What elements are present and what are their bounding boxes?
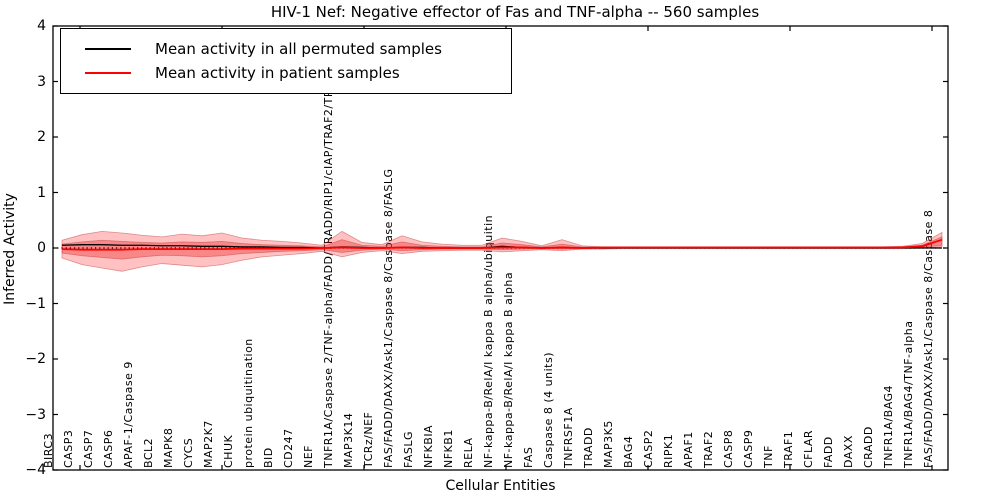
y-tick-label: −4 xyxy=(25,462,46,478)
y-tick-label: −2 xyxy=(25,351,46,367)
chart-title: HIV-1 Nef: Negative effector of Fas and … xyxy=(270,3,760,21)
legend-item-permuted: Mean activity in all permuted samples xyxy=(85,40,511,58)
patient-mean-line xyxy=(61,238,943,251)
x-tick-label: TNF xyxy=(762,445,775,468)
x-tick-label: RELA xyxy=(462,437,475,469)
x-tick-label: MAP3K5 xyxy=(602,420,615,468)
legend: Mean activity in all permuted samples Me… xyxy=(60,28,512,94)
x-tick-label: Caspase 8 (4 units) xyxy=(542,352,555,468)
x-tick-label: FAS/FADD/DAXX/Ask1/Caspase 8/Caspase 8 xyxy=(922,209,935,468)
x-tick-label: APAF1 xyxy=(682,431,695,468)
y-tick-label: −1 xyxy=(25,295,46,312)
x-tick-label: MAPK8 xyxy=(162,427,175,468)
x-tick-label: BCL2 xyxy=(142,437,155,468)
band-0 xyxy=(61,230,943,272)
x-tick-label: CASP6 xyxy=(102,429,115,468)
x-tick-label: TNFRSF1A xyxy=(562,407,575,468)
x-tick-label: CASP9 xyxy=(742,429,755,468)
x-tick-label: NFKB1 xyxy=(442,429,455,468)
x-tick-label: CFLAR xyxy=(802,429,815,468)
y-tick-label: 3 xyxy=(37,73,46,90)
x-tick-label: CHUK xyxy=(222,434,235,468)
band-1 xyxy=(61,236,943,260)
x-tick-label: BAG4 xyxy=(622,435,635,468)
x-tick-label: TNFR1A/Caspase 2/TNF-alpha/FADD/TRADD/RI… xyxy=(322,67,335,468)
permuted-mean-line xyxy=(61,244,942,249)
x-tick-label: protein ubiquitination xyxy=(242,338,255,468)
x-tick-label: NF-kappa-B/RelA/I kappa B alpha xyxy=(502,271,515,468)
x-tick-label: TNFR1A/BAG4 xyxy=(882,384,895,468)
x-tick-label: TRAF2 xyxy=(702,430,715,468)
legend-line-permuted-icon xyxy=(85,48,131,50)
x-tick-label: NEF xyxy=(302,444,315,468)
x-tick-label: FASLG xyxy=(402,431,415,468)
x-tick-label: CYCS xyxy=(182,437,195,468)
y-tick-label: 4 xyxy=(37,18,46,34)
x-tick-label: CASP8 xyxy=(722,429,735,468)
x-tick-label: TCRz/NEF xyxy=(362,411,375,468)
legend-line-patient-icon xyxy=(85,72,131,74)
x-axis-label: Cellular Entities xyxy=(445,478,556,494)
x-tick-label: NF-kappa-B/RelA/I kappa B alpha/ubiquiti… xyxy=(482,214,495,468)
x-tick-label: TNFR1A/BAG4/TNF-alpha xyxy=(902,320,915,469)
legend-label-permuted: Mean activity in all permuted samples xyxy=(155,40,442,58)
x-tick-label: MAP3K14 xyxy=(342,412,355,468)
x-tick-label: APAF-1/Caspase 9 xyxy=(122,361,135,468)
x-tick-label: BID xyxy=(262,447,275,468)
x-tick-label: NFKBIA xyxy=(422,424,435,468)
x-tick-label: FAS xyxy=(522,446,535,468)
x-tick-label: CD247 xyxy=(282,428,295,468)
x-tick-label: CRADD xyxy=(862,426,875,468)
x-tick-label: MAP2K7 xyxy=(202,420,215,468)
x-tick-label: CASP3 xyxy=(62,429,75,468)
x-tick-label: CASP2 xyxy=(642,429,655,468)
y-tick-label: 2 xyxy=(37,129,46,145)
x-tick-label: DAXX xyxy=(842,435,855,468)
x-tick-label: RIPK1 xyxy=(662,433,675,468)
x-tick-label: TRADD xyxy=(582,427,595,468)
legend-item-patient: Mean activity in patient samples xyxy=(85,64,511,82)
y-tick-label: −3 xyxy=(25,406,46,423)
x-tick-label: FAS/FADD/DAXX/Ask1/Caspase 8/Caspase 8/F… xyxy=(382,168,395,468)
y-tick-label: 1 xyxy=(37,184,46,201)
x-tick-label: TRAF1 xyxy=(782,430,795,468)
y-tick-label: 0 xyxy=(37,240,46,256)
x-tick-label: FADD xyxy=(822,436,835,468)
legend-label-patient: Mean activity in patient samples xyxy=(155,64,400,82)
x-tick-label: CASP7 xyxy=(82,429,95,468)
